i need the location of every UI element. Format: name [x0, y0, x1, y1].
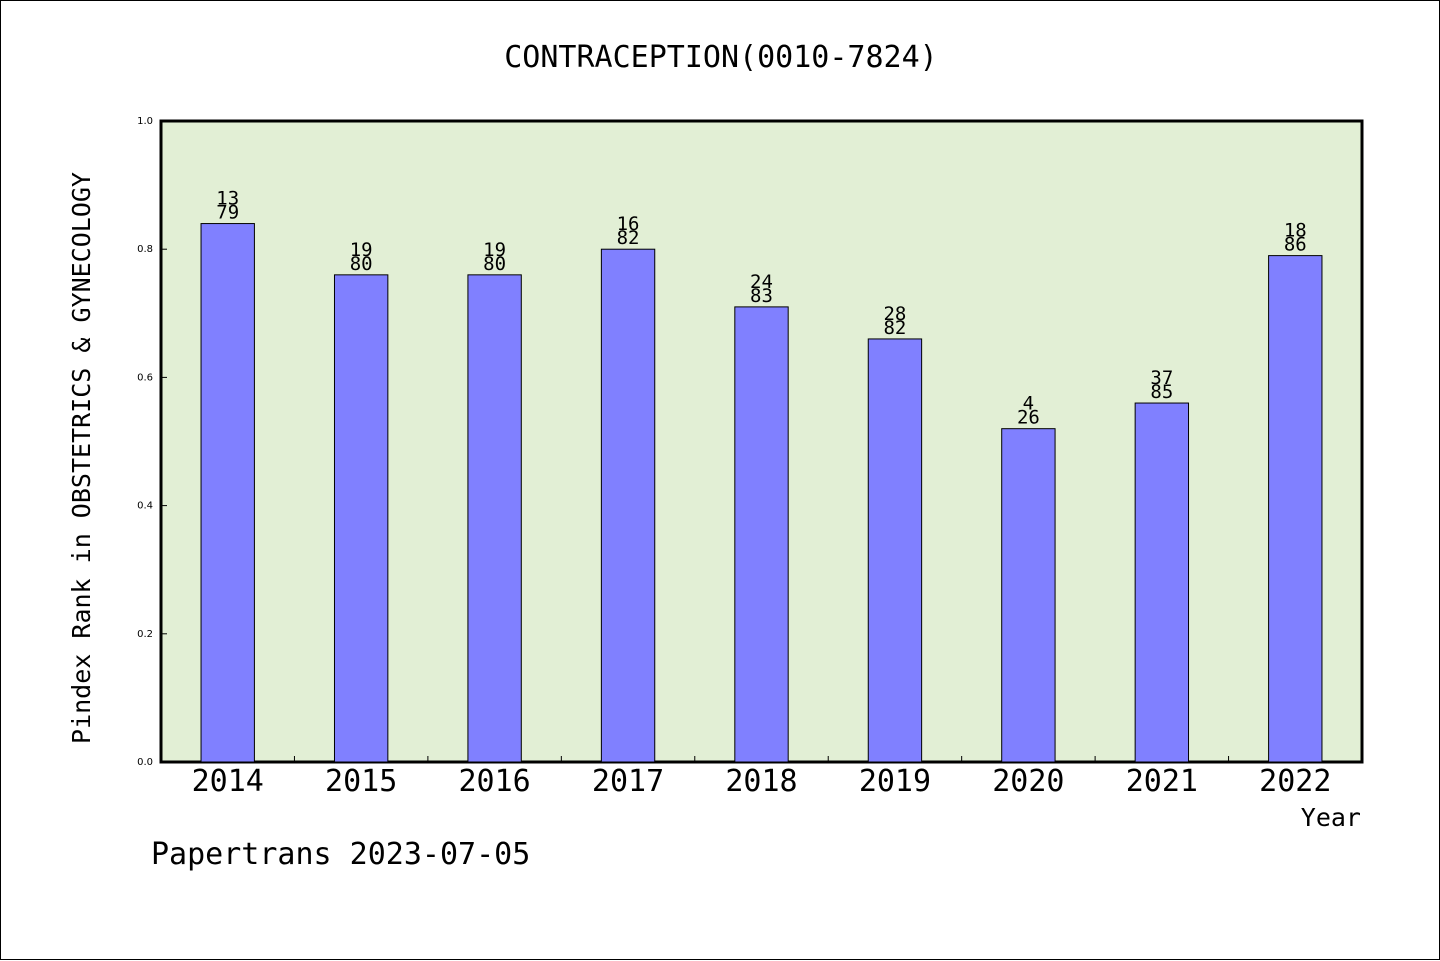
bar-label-bottom: 82	[617, 227, 640, 249]
bar-label-bottom: 86	[1284, 234, 1307, 256]
bar-2015	[333, 274, 389, 763]
bar-2017	[600, 248, 656, 763]
chart-title: CONTRACEPTION(0010-7824)	[504, 40, 937, 75]
bar-label-top: 28	[883, 303, 906, 325]
y-axis-label: Pindex Rank in OBSTETRICS & GYNECOLOGY	[67, 172, 96, 744]
bar-label-top: 4	[1023, 393, 1034, 415]
bar-label-top: 13	[216, 188, 239, 210]
y-tick-label: 0.4	[137, 501, 153, 512]
bar-label-top: 19	[483, 239, 506, 261]
y-tick-label: 0.0	[137, 757, 153, 768]
y-tick-label: 1.0	[137, 116, 153, 127]
bar-2018	[734, 306, 789, 763]
bar-2022	[1268, 255, 1323, 763]
bar-label-bottom: 85	[1150, 381, 1173, 403]
bar-label-bottom: 80	[350, 253, 373, 275]
x-tick-label: 2017	[592, 764, 664, 799]
bar-2019	[867, 338, 923, 763]
bar-2014	[200, 223, 255, 763]
bar-2021	[1134, 402, 1190, 763]
bar-label-top: 24	[750, 271, 773, 293]
bar-label-top: 16	[617, 213, 640, 235]
bar-label-bottom: 26	[1017, 407, 1040, 429]
y-tick-label: 0.8	[137, 244, 153, 255]
y-axis: 0.0 0.2 0.4 0.6 0.8 1.0	[137, 116, 167, 768]
x-tick-label: 2020	[992, 764, 1064, 799]
bar-2016	[467, 274, 522, 763]
bar-label-top: 18	[1284, 220, 1307, 242]
bar-label-top: 37	[1150, 367, 1173, 389]
bar-label-bottom: 80	[483, 253, 506, 275]
x-tick-label: 2016	[458, 764, 530, 799]
bar-label-bottom: 79	[216, 202, 239, 224]
x-axis-label: Year	[1301, 803, 1361, 832]
x-tick-label: 2022	[1259, 764, 1331, 799]
bar-label-bottom: 82	[883, 317, 906, 339]
x-axis: 2014 2015 2016 2017 2018 2019 2020 2021 2022	[192, 756, 1331, 799]
x-tick-label: 2014	[192, 764, 264, 799]
x-tick-label: 2019	[859, 764, 931, 799]
x-tick-label: 2015	[325, 764, 397, 799]
y-tick-label: 0.6	[137, 372, 153, 383]
y-tick-label: 0.2	[137, 629, 153, 640]
bar-label-top: 19	[350, 239, 373, 261]
bars	[200, 223, 1323, 763]
bar-2020	[1001, 428, 1056, 763]
x-tick-label: 2018	[725, 764, 797, 799]
footer-credit: Papertrans 2023-07-05	[151, 837, 530, 872]
bar-label-bottom: 83	[750, 285, 773, 307]
x-tick-label: 2021	[1126, 764, 1198, 799]
